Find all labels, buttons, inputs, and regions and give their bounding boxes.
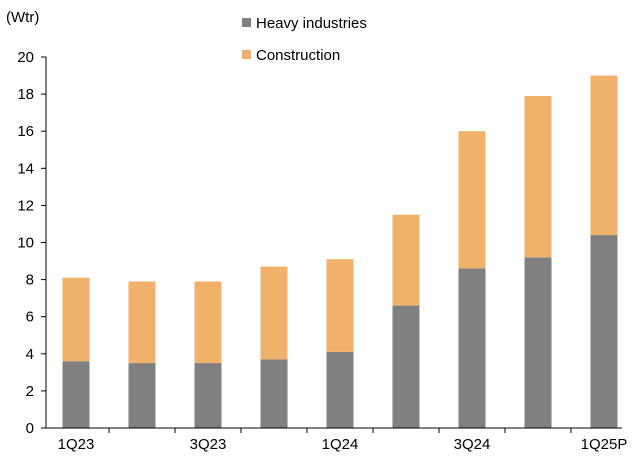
x-tick-label: 3Q24 <box>454 436 491 453</box>
bar-construction <box>260 266 288 360</box>
y-tick-label: 14 <box>17 160 34 177</box>
legend-swatch <box>242 50 251 59</box>
legend-swatch <box>242 18 251 27</box>
bar-heavy-industries <box>524 257 552 428</box>
bar-construction <box>326 259 354 352</box>
bar-heavy-industries <box>326 351 354 428</box>
bars <box>62 75 618 428</box>
y-tick-label: 8 <box>26 272 34 289</box>
y-axis-unit-label: (Wtr) <box>6 9 39 26</box>
bar-construction <box>590 75 618 236</box>
y-tick-label: 0 <box>26 420 34 437</box>
bar-construction <box>392 214 420 306</box>
legend: Heavy industries Construction <box>242 15 367 64</box>
bar-construction <box>458 131 486 269</box>
x-tick-label: 1Q25P <box>581 436 628 453</box>
bar-heavy-industries <box>62 361 90 428</box>
y-tick-label: 20 <box>17 49 34 66</box>
y-tick-label: 6 <box>26 309 34 326</box>
bar-construction <box>524 95 552 258</box>
bar-construction <box>62 277 90 362</box>
bar-heavy-industries <box>458 268 486 428</box>
bar-heavy-industries <box>260 359 288 428</box>
x-tick-label: 3Q23 <box>190 436 227 453</box>
x-tick-label: 1Q23 <box>58 436 95 453</box>
bar-heavy-industries <box>194 363 222 428</box>
y-tick-label: 16 <box>17 123 34 140</box>
y-tick-label: 18 <box>17 86 34 103</box>
y-tick-label: 10 <box>17 235 34 252</box>
bar-heavy-industries <box>392 305 420 428</box>
y-tick-label: 12 <box>17 197 34 214</box>
y-axis: 0 2 4 6 8 10 12 14 16 18 20 <box>17 49 47 437</box>
bar-construction <box>128 281 156 364</box>
bar-heavy-industries <box>590 235 618 428</box>
y-tick-label: 2 <box>26 383 34 400</box>
x-tick-label: 1Q24 <box>322 436 359 453</box>
bar-construction <box>194 281 222 364</box>
legend-label: Heavy industries <box>256 15 367 32</box>
y-tick-label: 4 <box>26 346 34 363</box>
legend-label: Construction <box>256 47 340 64</box>
x-axis: 1Q23 3Q23 1Q24 3Q24 1Q25P <box>46 427 628 453</box>
bar-heavy-industries <box>128 363 156 428</box>
